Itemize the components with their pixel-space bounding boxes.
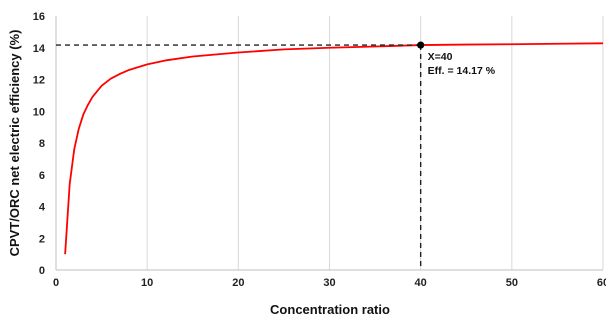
y-tick-label: 4 [39, 202, 46, 214]
y-tick-label: 0 [39, 265, 45, 277]
y-tick-label: 10 [33, 106, 45, 118]
y-tick-label: 6 [39, 170, 45, 182]
x-tick-label: 50 [506, 277, 518, 289]
y-axis-title: CPVT/ORC net electric efficiency (%) [7, 30, 22, 257]
y-tick-label: 8 [39, 138, 45, 150]
y-tick-label: 16 [33, 11, 45, 23]
annotation-label-eff: Eff. = 14.17 % [428, 65, 496, 77]
y-tick-label: 12 [33, 75, 45, 87]
x-tick-label: 40 [415, 277, 427, 289]
x-tick-label: 10 [141, 277, 153, 289]
y-tick-label: 14 [33, 43, 46, 55]
efficiency-series-line [64, 42, 604, 255]
x-tick-label: 30 [323, 277, 335, 289]
axes: 0 10 20 30 40 50 60 0 2 4 6 8 10 12 14 16 [33, 11, 606, 289]
x-tick-label: 20 [232, 277, 244, 289]
series-layer [64, 42, 604, 255]
annotation-label-x: X=40 [428, 51, 453, 63]
annotation-marker [417, 41, 425, 49]
annotation-layer: X=40 Eff. = 14.17 % [56, 41, 496, 270]
x-tick-label: 60 [597, 277, 606, 289]
x-tick-label: 0 [53, 277, 59, 289]
y-tick-label: 2 [39, 233, 45, 245]
x-axis-title: Concentration ratio [270, 302, 390, 317]
